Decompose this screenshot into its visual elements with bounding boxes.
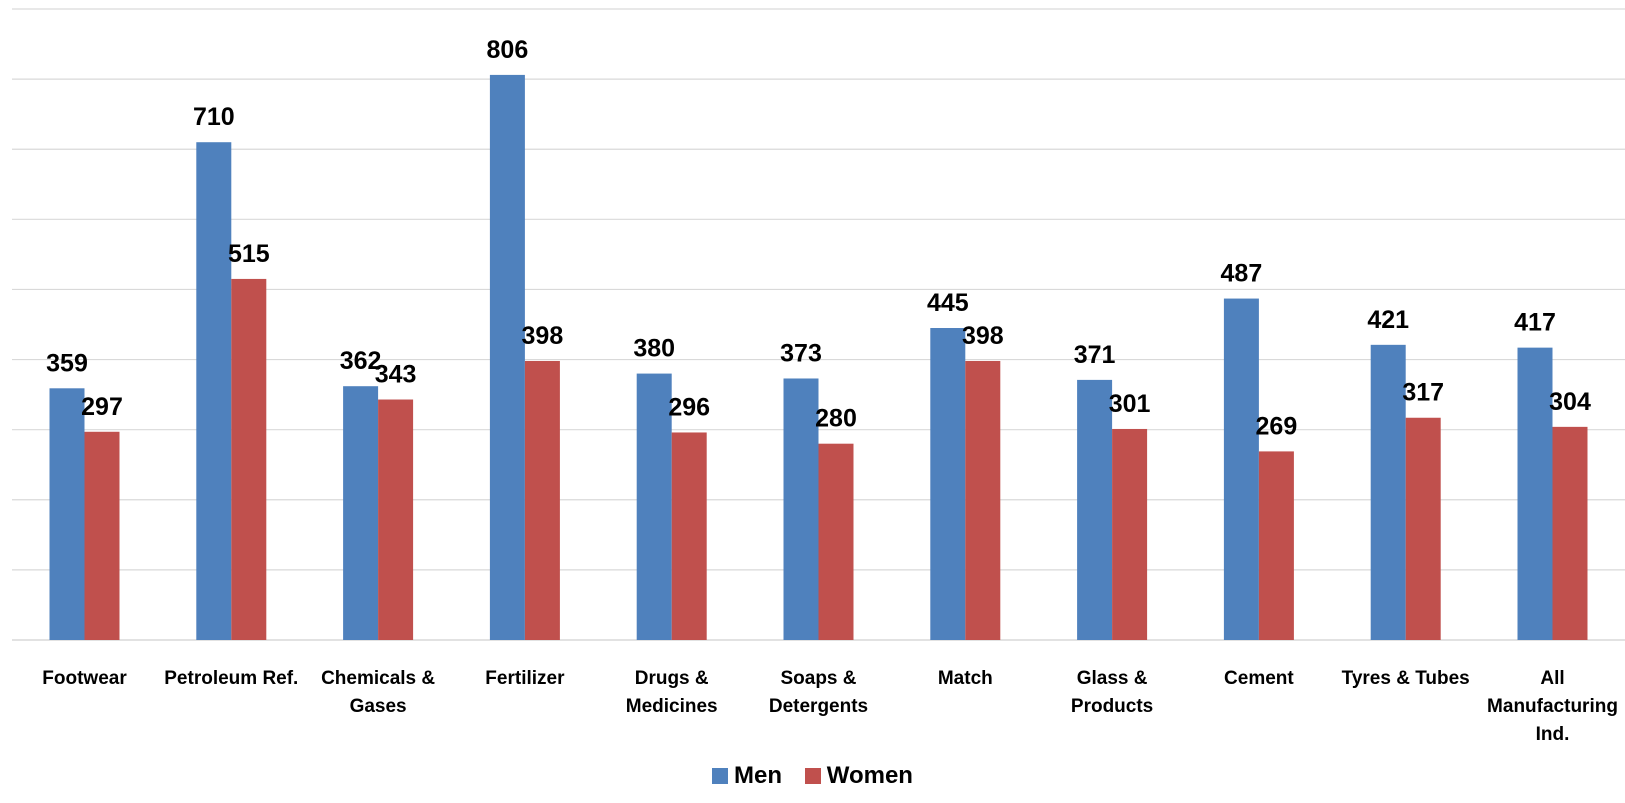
category-label-line: Petroleum Ref. bbox=[164, 668, 298, 689]
category-label-line: Gases bbox=[350, 696, 407, 717]
legend-label-men: Men bbox=[734, 762, 783, 789]
category-label-line: Glass & bbox=[1077, 668, 1148, 689]
bar-men-9 bbox=[1370, 344, 1406, 640]
category-label-5: Soaps & Detergents bbox=[769, 668, 868, 717]
value-label-men-7: 371 bbox=[1074, 341, 1116, 369]
value-label-men-2: 362 bbox=[340, 347, 382, 375]
value-label-men-4: 380 bbox=[633, 335, 675, 363]
category-label-line: Fertilizer bbox=[485, 668, 565, 689]
category-label-line: Soaps & bbox=[780, 668, 856, 689]
bar-women-0 bbox=[84, 431, 120, 640]
gridlines bbox=[12, 8, 1625, 641]
bar-women-10 bbox=[1552, 426, 1588, 640]
bar-women-4 bbox=[671, 432, 707, 640]
category-label-line: Footwear bbox=[42, 668, 127, 689]
legend-item-men: Men bbox=[712, 762, 782, 790]
bar-men-5 bbox=[783, 378, 819, 640]
value-label-men-8: 487 bbox=[1221, 260, 1263, 288]
category-label-3: Fertilizer bbox=[485, 668, 565, 689]
category-label-6: Match bbox=[938, 668, 993, 689]
category-label-line: All bbox=[1540, 668, 1564, 689]
category-label-0: Footwear bbox=[42, 668, 127, 689]
category-label-2: Chemicals & Gases bbox=[321, 668, 435, 717]
category-label-line: Detergents bbox=[769, 696, 868, 717]
bar-men-6 bbox=[930, 328, 966, 640]
bar-men-3 bbox=[489, 74, 525, 641]
bar-men-1 bbox=[196, 142, 232, 640]
category-label-8: Cement bbox=[1224, 668, 1294, 689]
category-labels: Footwear Petroleum Ref. Chemicals & Gases Fe… bbox=[42, 668, 1618, 745]
legend-label-women: Women bbox=[826, 762, 913, 789]
value-label-women-7: 301 bbox=[1109, 390, 1151, 418]
value-label-men-10: 417 bbox=[1514, 309, 1556, 337]
bar-women-3 bbox=[524, 360, 560, 640]
value-label-women-4: 296 bbox=[668, 393, 710, 421]
category-label-9: Tyres & Tubes bbox=[1342, 668, 1470, 689]
bar-women-8 bbox=[1258, 451, 1294, 640]
category-label-line: Chemicals & bbox=[321, 668, 435, 689]
value-label-women-8: 269 bbox=[1256, 412, 1298, 440]
category-label-line: Match bbox=[938, 668, 993, 689]
category-label-10: All Manufacturing Ind. bbox=[1487, 668, 1618, 745]
value-label-women-10: 304 bbox=[1549, 388, 1591, 416]
category-label-line: Products bbox=[1071, 696, 1153, 717]
bar-men-7 bbox=[1077, 379, 1113, 640]
bar-women-2 bbox=[378, 399, 414, 640]
category-label-1: Petroleum Ref. bbox=[164, 668, 298, 689]
category-label-line: Cement bbox=[1224, 668, 1294, 689]
value-label-women-5: 280 bbox=[815, 405, 857, 433]
value-label-men-5: 373 bbox=[780, 339, 822, 367]
value-label-women-3: 398 bbox=[522, 322, 564, 350]
bar-men-10 bbox=[1517, 347, 1553, 640]
category-label-line: Tyres & Tubes bbox=[1342, 668, 1470, 689]
category-label-line: Drugs & bbox=[635, 668, 709, 689]
legend: Men Women bbox=[0, 762, 1625, 791]
value-label-women-9: 317 bbox=[1402, 379, 1444, 407]
value-label-women-1: 515 bbox=[228, 240, 270, 268]
bar-men-0 bbox=[49, 388, 85, 640]
value-label-men-3: 806 bbox=[487, 36, 529, 64]
legend-item-women: Women bbox=[804, 762, 913, 790]
legend-swatch-women bbox=[804, 768, 821, 784]
value-label-men-6: 445 bbox=[927, 289, 969, 317]
category-label-line: Ind. bbox=[1536, 724, 1570, 745]
bar-men-8 bbox=[1223, 298, 1259, 640]
value-label-women-2: 343 bbox=[375, 361, 417, 389]
value-label-men-0: 359 bbox=[46, 349, 88, 377]
value-label-women-6: 398 bbox=[962, 322, 1004, 350]
category-label-line: Medicines bbox=[626, 696, 718, 717]
value-label-men-1: 710 bbox=[193, 103, 235, 131]
category-label-line: Manufacturing bbox=[1487, 696, 1618, 717]
bar-men-2 bbox=[343, 386, 379, 640]
category-label-4: Drugs & Medicines bbox=[626, 668, 718, 717]
bars bbox=[49, 74, 1588, 641]
value-label-men-9: 421 bbox=[1367, 306, 1409, 334]
value-label-women-0: 297 bbox=[81, 393, 123, 421]
bar-women-7 bbox=[1112, 428, 1148, 640]
bar-women-1 bbox=[231, 278, 267, 640]
legend-swatch-men bbox=[712, 768, 729, 784]
bar-women-6 bbox=[965, 360, 1001, 640]
category-label-7: Glass & Products bbox=[1071, 668, 1153, 717]
bar-men-4 bbox=[636, 373, 672, 640]
bar-women-5 bbox=[818, 443, 854, 640]
bar-women-9 bbox=[1405, 417, 1441, 640]
